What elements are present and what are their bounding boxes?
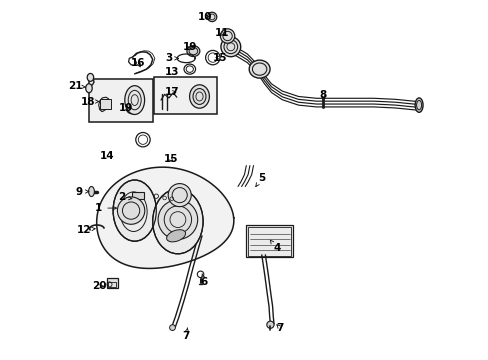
Circle shape (266, 321, 273, 328)
Ellipse shape (124, 86, 144, 114)
Text: 13: 13 (164, 67, 179, 77)
Text: 19: 19 (182, 42, 197, 52)
Bar (132, 192, 143, 199)
Ellipse shape (152, 189, 203, 254)
Text: 3: 3 (165, 53, 178, 63)
Text: 14: 14 (100, 150, 114, 161)
Text: 15: 15 (212, 53, 227, 63)
Bar (108, 282, 116, 287)
Circle shape (158, 200, 197, 239)
Text: 1: 1 (95, 203, 116, 213)
Text: 15: 15 (163, 154, 178, 164)
Text: 8: 8 (319, 90, 326, 100)
Circle shape (168, 184, 191, 207)
Text: 11: 11 (215, 28, 229, 38)
Circle shape (117, 197, 144, 224)
Text: 18: 18 (81, 96, 99, 107)
Text: 21: 21 (68, 81, 85, 91)
Text: 19: 19 (119, 103, 133, 113)
Bar (107, 278, 118, 288)
Text: 5: 5 (255, 173, 265, 186)
Ellipse shape (88, 186, 94, 197)
Ellipse shape (189, 85, 209, 108)
Text: 10: 10 (197, 12, 212, 22)
Polygon shape (97, 167, 233, 269)
Ellipse shape (186, 46, 200, 57)
Text: 7: 7 (276, 323, 283, 333)
Text: 17: 17 (164, 87, 179, 97)
Ellipse shape (126, 104, 138, 114)
Bar (153, 77, 216, 114)
Ellipse shape (220, 29, 234, 43)
Text: 12: 12 (77, 225, 95, 235)
Circle shape (169, 325, 175, 330)
Ellipse shape (249, 60, 269, 78)
Bar (100, 99, 110, 109)
Ellipse shape (87, 73, 94, 81)
Text: 20: 20 (92, 281, 107, 291)
Ellipse shape (113, 180, 156, 241)
Text: 6: 6 (200, 274, 207, 287)
Bar (247, 227, 291, 256)
Ellipse shape (166, 230, 185, 242)
Circle shape (207, 12, 216, 22)
Ellipse shape (85, 84, 92, 93)
Text: 2: 2 (118, 192, 132, 202)
Text: 4: 4 (270, 240, 280, 253)
Ellipse shape (414, 98, 422, 112)
Text: 16: 16 (131, 58, 145, 68)
Ellipse shape (221, 37, 240, 57)
Bar (89, 79, 153, 122)
Text: 9: 9 (75, 186, 88, 197)
Bar (246, 225, 292, 257)
Text: 7: 7 (182, 328, 189, 341)
